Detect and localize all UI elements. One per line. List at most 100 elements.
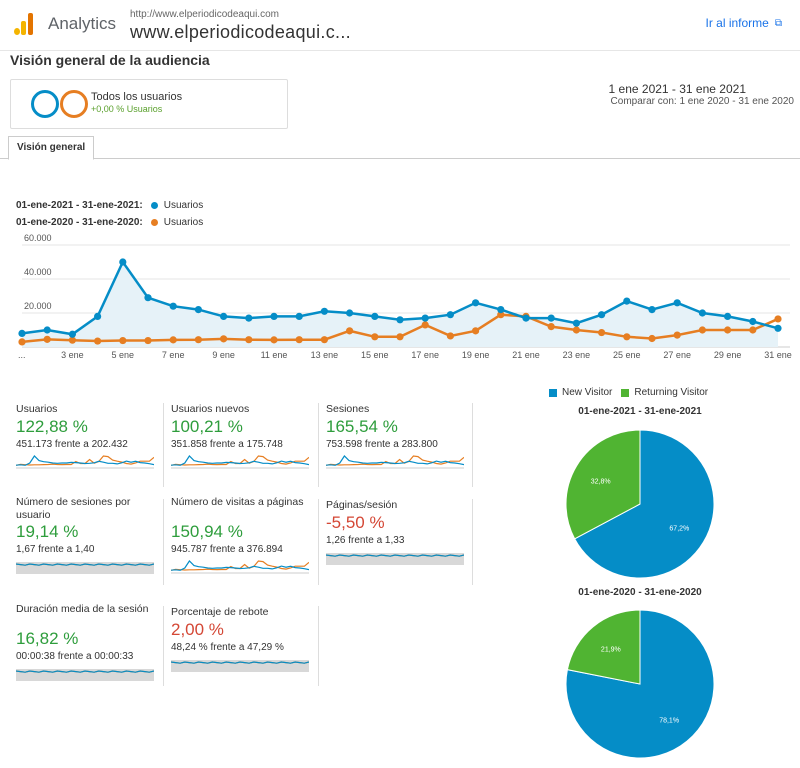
data-point[interactable] [623,333,631,341]
metric-name: Número de sesiones por usuario [16,496,131,521]
data-point[interactable] [43,335,51,343]
data-point[interactable] [673,331,681,339]
data-point[interactable] [446,332,454,340]
metric-card[interactable]: Usuarios 122,88 % 451.173 frente a 202.432 [16,403,160,491]
data-point[interactable] [220,335,228,343]
data-point[interactable] [371,333,379,341]
data-point[interactable] [648,306,656,314]
data-point[interactable] [572,326,581,334]
legend-current: 01-ene-2021 - 31-ene-2021: Usuarios [16,200,203,211]
data-point[interactable] [724,326,732,334]
data-point[interactable] [68,330,76,338]
data-point[interactable] [94,337,102,345]
data-point[interactable] [220,312,228,320]
returning-visitor-swatch-icon [621,388,630,397]
data-point[interactable] [623,297,631,305]
data-point[interactable] [94,312,102,320]
pie-legend: New Visitor Returning Visitor [549,387,708,398]
data-point[interactable] [144,336,152,345]
metric-card[interactable]: Número de visitas a páginas 150,94 % 945.7… [171,496,315,584]
x-tick-label: 19 ene [462,350,490,360]
users-line-chart: 60.000 40.000 20.000... 3 ene 5 ene 7 ene 9 en… [18,233,792,360]
data-point[interactable] [346,327,354,335]
data-point[interactable] [547,323,555,331]
data-point[interactable] [472,299,480,307]
metric-comparison: 945.787 frente a 376.894 [171,544,283,555]
pie-slice-returning-visitor[interactable] [566,609,641,685]
property-name[interactable]: www.elperiodicodeaqui.c... [130,22,351,42]
data-point[interactable] [119,336,127,345]
data-point[interactable] [245,336,253,344]
data-point[interactable] [749,326,757,334]
data-point[interactable] [194,336,202,344]
data-point[interactable] [169,336,177,344]
data-point[interactable] [774,324,782,332]
data-point[interactable] [371,312,379,320]
data-point[interactable] [68,336,76,344]
data-point[interactable] [270,312,278,320]
data-point[interactable] [396,333,404,341]
open-report-link[interactable]: Ir al informe ⧉ [706,16,783,30]
data-point[interactable] [169,302,177,310]
data-point[interactable] [18,338,26,346]
data-point[interactable] [43,326,51,334]
data-point[interactable] [144,294,152,302]
metric-card[interactable]: Número de sesiones por usuario 19,14 % 1,6… [16,496,160,584]
data-point[interactable] [648,334,656,343]
metric-card[interactable]: Sesiones 165,54 % 753.598 frente a 283.800 [326,403,470,491]
new-visitor-swatch-icon [549,388,557,397]
metric-card[interactable]: Duración media de la sesión 16,82 % 00:00:… [16,603,160,691]
x-tick-label: 23 ene [563,350,591,360]
analytics-logo-icon [14,13,34,35]
top-bar: Analytics http://www.elperiodicodeaqui.c… [0,0,800,51]
data-point[interactable] [396,316,404,324]
data-point[interactable] [320,307,328,315]
data-point[interactable] [346,309,354,317]
segment-change: +0,00 % Usuarios [91,104,163,114]
data-point[interactable] [497,311,505,319]
pie-slice-returning-visitor[interactable] [565,429,641,540]
pie-slice-new-visitor[interactable] [574,429,715,579]
data-point[interactable] [194,306,202,314]
data-point[interactable] [774,315,782,323]
data-point[interactable] [421,314,429,322]
metric-separator [318,403,319,487]
data-point[interactable] [698,326,707,334]
data-point[interactable] [446,311,454,319]
data-point[interactable] [18,329,26,337]
tab-overview[interactable]: Visión general [8,136,95,160]
data-point[interactable] [724,312,732,320]
metric-sparkline [326,455,464,469]
data-point[interactable] [295,336,303,344]
metric-value: 2,00 % [171,620,224,639]
data-point[interactable] [270,336,278,344]
x-tick-label: 21 ene [512,350,540,360]
metric-card[interactable]: Porcentaje de rebote 2,00 % 48,24 % frente… [171,606,315,694]
sparkline-line [171,455,309,466]
data-point[interactable] [698,309,707,317]
data-point[interactable] [749,317,757,326]
data-point[interactable] [421,321,429,329]
data-point[interactable] [119,258,127,266]
data-point[interactable] [472,327,480,335]
data-point[interactable] [572,319,581,327]
data-point[interactable] [245,314,253,322]
data-point[interactable] [497,306,505,314]
data-point[interactable] [547,314,555,322]
data-point[interactable] [522,314,530,322]
current-series-area [22,262,778,347]
segment-card[interactable]: Todos los usuarios +0,00 % Usuarios [10,79,288,129]
metric-card[interactable]: Páginas/sesión -5,50 % 1,26 frente a 1,33 [326,499,470,587]
data-point[interactable] [673,299,681,307]
data-point[interactable] [598,311,606,319]
data-point[interactable] [295,312,303,320]
x-tick-label: ... [18,350,26,360]
data-point[interactable] [320,336,328,344]
metric-comparison: 48,24 % frente a 47,29 % [171,642,284,653]
pie-slice-new-visitor[interactable] [565,609,715,759]
metric-card[interactable]: Usuarios nuevos 100,21 % 351.858 frente a … [171,403,315,491]
metric-value: 16,82 % [16,629,79,648]
data-point[interactable] [598,328,606,337]
date-range[interactable]: 1 ene 2021 - 31 ene 2021 [608,82,746,96]
x-tick-label: 11 ene [261,350,288,360]
